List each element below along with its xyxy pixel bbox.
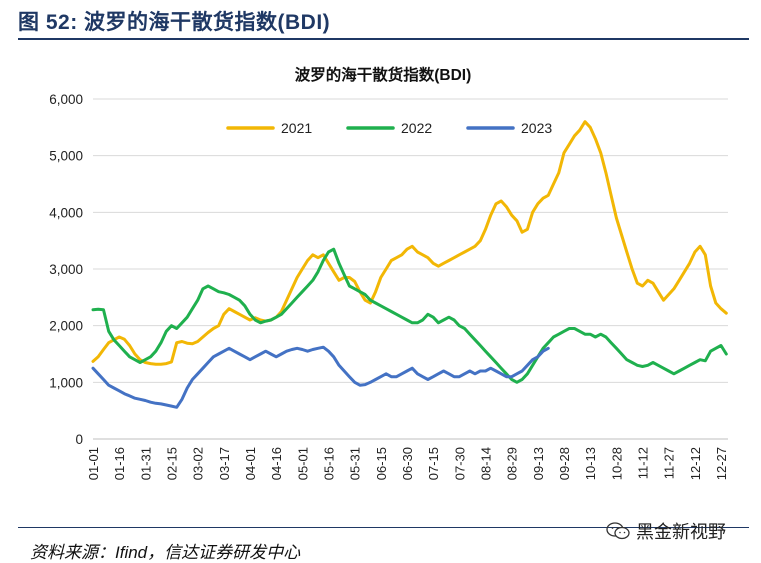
x-tick-label: 01-31 [138, 447, 153, 480]
x-tick-label: 04-16 [269, 447, 284, 480]
x-tick-label: 01-01 [86, 447, 101, 480]
y-tick-label: 2,000 [49, 319, 83, 334]
x-tick-label: 12-27 [714, 447, 729, 480]
legend: 2021 2022 2023 [226, 120, 552, 136]
footer-rule [18, 527, 749, 528]
x-tick-label: 04-01 [243, 447, 258, 480]
legend-label-2022: 2022 [401, 120, 432, 136]
y-tick-label: 0 [75, 432, 83, 447]
x-tick-label: 05-31 [348, 447, 363, 480]
source-note: 资料来源：Ifind，信达证券研发中心 [30, 543, 301, 562]
x-tick-label: 02-15 [165, 447, 180, 480]
x-tick-label: 09-28 [557, 447, 572, 480]
y-tick-label: 3,000 [49, 262, 83, 277]
x-tick-label: 07-30 [452, 447, 467, 480]
series-line-2021 [91, 120, 728, 366]
x-tick-label: 08-29 [505, 447, 520, 480]
x-tick-label: 03-17 [217, 447, 232, 480]
chart-title: 波罗的海干散货指数(BDI) [295, 65, 472, 84]
x-tick-label: 10-13 [583, 447, 598, 480]
x-tick-label: 05-01 [295, 447, 310, 480]
x-tick-label: 06-15 [374, 447, 389, 480]
x-tick-label: 12-12 [688, 447, 703, 480]
y-tick-label: 4,000 [49, 205, 83, 220]
x-axis: 01-01 01-16 01-31 02-15 03-02 03-17 04-01 04-16… [86, 438, 729, 480]
series-lines [91, 120, 728, 409]
x-tick-label: 10-28 [609, 447, 624, 480]
title-rule [18, 38, 749, 40]
series-line-2023 [91, 345, 550, 409]
watermark-text: 黑金新视野 [636, 522, 726, 542]
legend-label-2023: 2023 [521, 120, 552, 136]
wechat-icon [606, 522, 630, 540]
x-tick-label: 03-02 [191, 447, 206, 480]
x-tick-label: 09-13 [531, 447, 546, 480]
x-tick-label: 05-16 [322, 447, 337, 480]
y-tick-label: 1,000 [49, 375, 83, 390]
x-tick-label: 07-15 [426, 447, 441, 480]
legend-label-2021: 2021 [281, 120, 312, 136]
x-tick-label: 06-30 [400, 447, 415, 480]
bdi-line-chart: 波罗的海干散货指数(BDI) 0 1,000 2,000 3,000 4,000 5,00… [49, 65, 729, 480]
x-tick-label: 01-16 [112, 447, 127, 480]
grid-lines [93, 98, 728, 383]
figure-title: 图 52: 波罗的海干散货指数(BDI) [18, 11, 331, 34]
y-tick-label: 6,000 [49, 92, 83, 107]
x-tick-label: 08-14 [479, 447, 494, 480]
watermark: 黑金新视野 [606, 518, 726, 544]
series-line-2022 [91, 247, 728, 384]
x-tick-label: 11-12 [636, 447, 651, 479]
y-tick-label: 5,000 [49, 149, 83, 164]
y-axis: 0 1,000 2,000 3,000 4,000 5,000 6,000 [49, 92, 83, 447]
x-tick-label: 11-27 [662, 447, 677, 479]
